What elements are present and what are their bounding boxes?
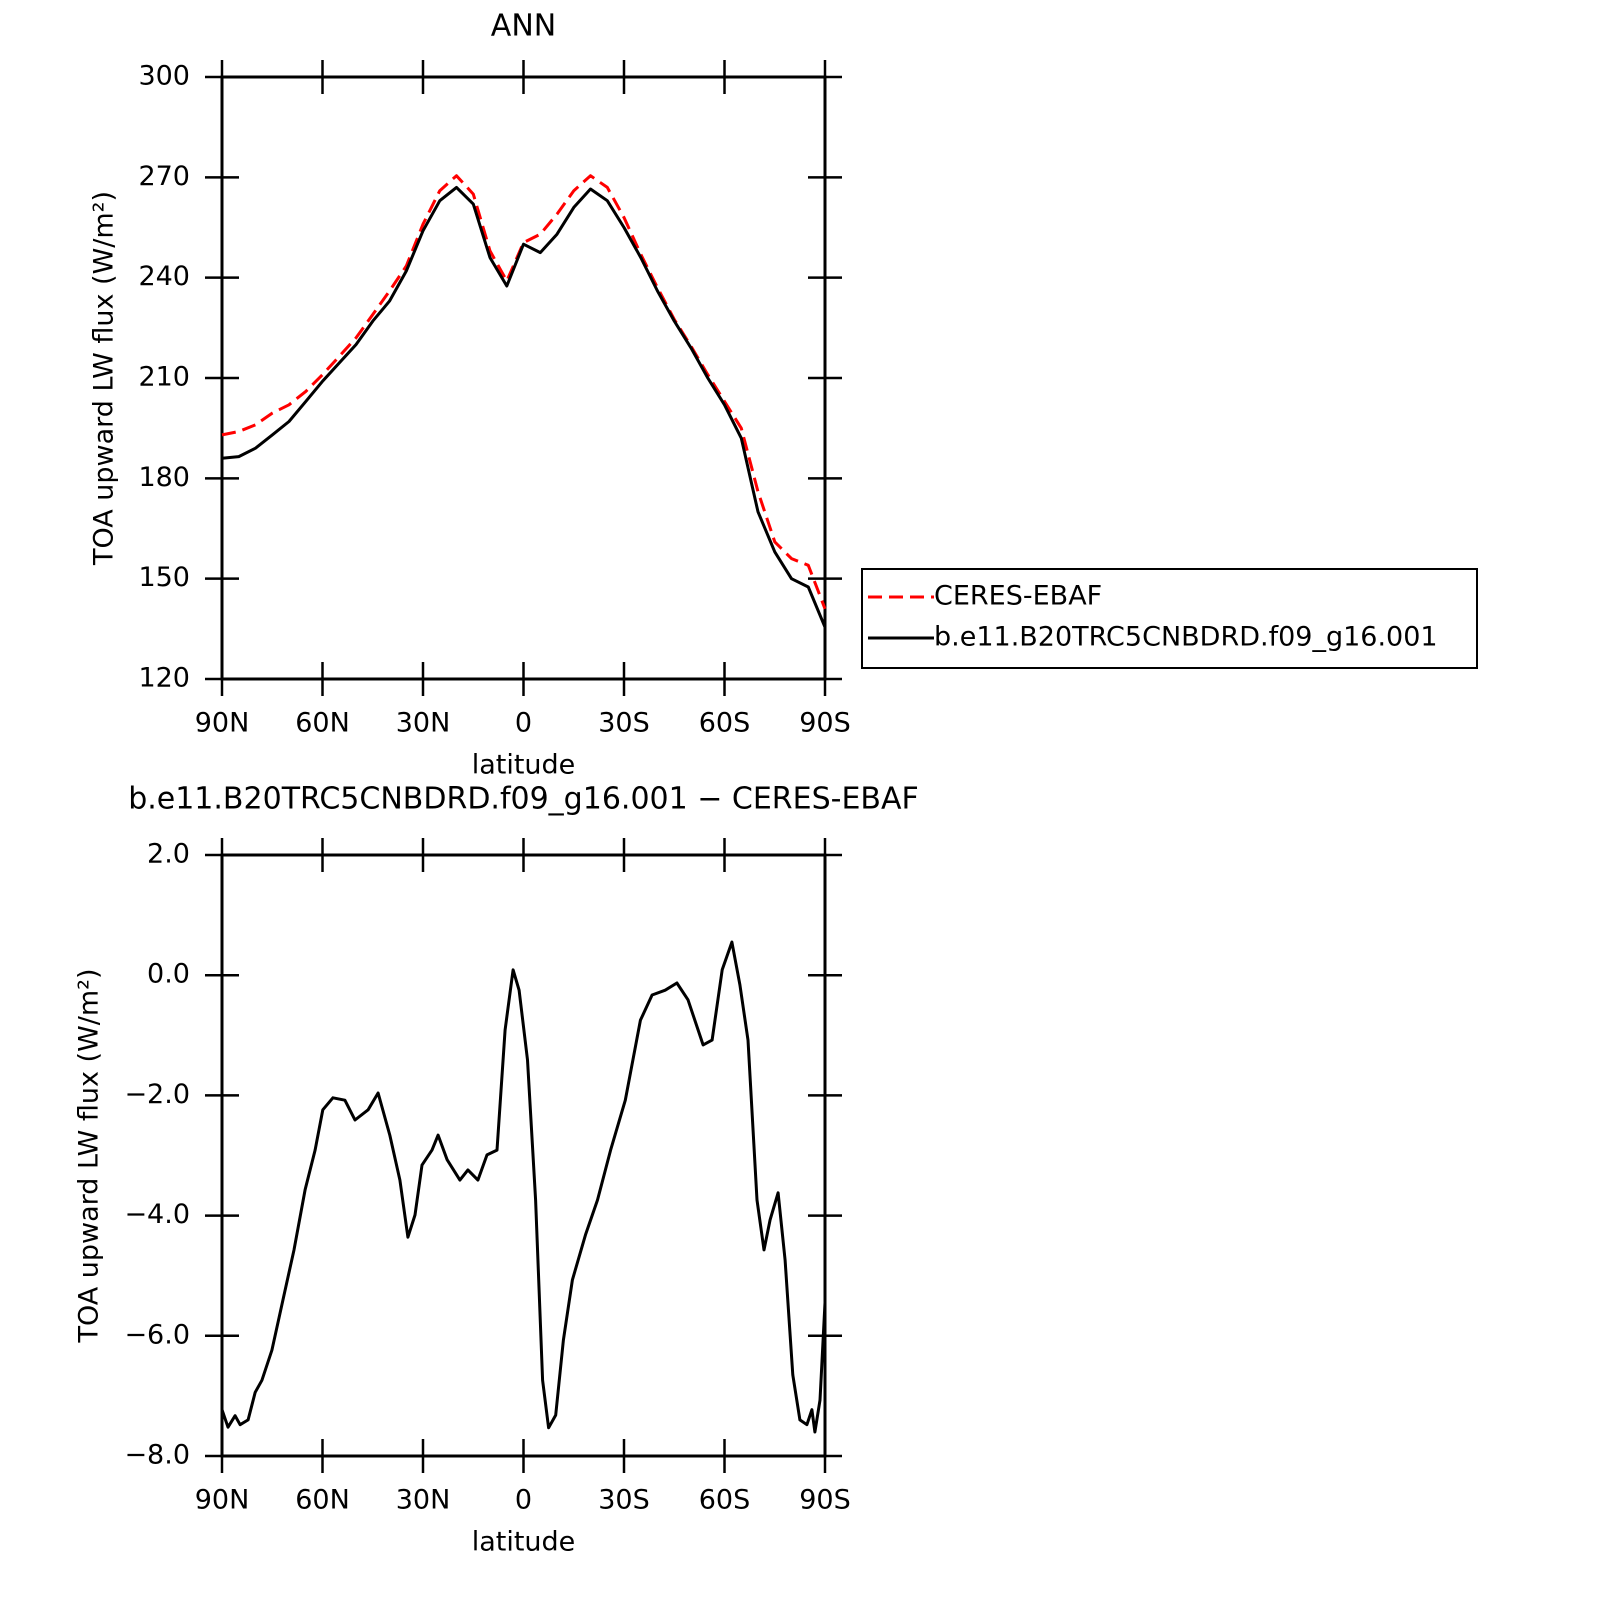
x-tick-label: 0 [515,708,532,739]
y-tick-label: 300 [138,61,190,92]
legend-box [861,568,1478,669]
plot-frame [220,75,827,681]
data-line [221,174,827,610]
x-tick-label: 60N [295,708,350,739]
x-tick-label: 30S [598,1485,650,1516]
legend-label: b.e11.B20TRC5CNBDRD.f09_g16.001 [934,622,1438,653]
y-tick-label: 180 [138,462,190,493]
y-tick-label: 120 [138,663,190,694]
y-tick-label: 2.0 [147,839,190,870]
x-tick-label: 90N [195,708,250,739]
legend-label: CERES-EBAF [934,581,1102,612]
x-tick-label: 60S [699,708,751,739]
y-tick-label: −8.0 [124,1440,190,1471]
y-tick-label: 0.0 [147,959,190,990]
y-axis-label: TOA upward LW flux (W/m²) [89,191,120,566]
y-axis-label: TOA upward LW flux (W/m²) [74,968,105,1343]
x-tick-label: 60S [699,1485,751,1516]
x-tick-label: 90S [799,708,851,739]
data-line [220,940,827,1434]
y-tick-label: −2.0 [124,1079,190,1110]
x-tick-label: 30N [396,708,451,739]
chart-title: b.e11.B20TRC5CNBDRD.f09_g16.001 − CERES-… [128,782,919,817]
x-tick-label: 90N [195,1485,250,1516]
data-line [221,185,827,628]
x-tick-label: 0 [515,1485,532,1516]
x-tick-label: 30S [598,708,650,739]
y-tick-label: 150 [138,562,190,593]
y-tick-label: 270 [138,161,190,192]
x-axis-label: latitude [472,1527,576,1558]
chart-title: ANN [491,9,556,44]
x-tick-label: 60N [295,1485,350,1516]
x-tick-label: 30N [396,1485,451,1516]
y-tick-label: 210 [138,362,190,393]
x-tick-label: 90S [799,1485,851,1516]
x-axis-label: latitude [472,750,576,781]
y-tick-label: −6.0 [124,1319,190,1350]
y-tick-label: −4.0 [124,1199,190,1230]
y-tick-label: 240 [138,261,190,292]
